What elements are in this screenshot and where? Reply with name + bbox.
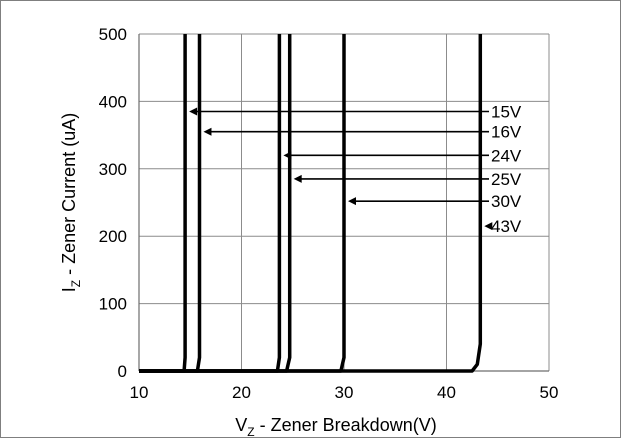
arrowhead-30V (348, 197, 356, 206)
series-label-25V: 25V (491, 170, 522, 189)
series-layer (139, 34, 483, 373)
series-line-25V (139, 34, 292, 373)
x-tick-label: 30 (335, 383, 354, 402)
x-tick-label: 50 (540, 383, 559, 402)
arrowhead-15V (189, 107, 198, 116)
y-tick-label: 0 (118, 362, 127, 381)
series-label-16V: 16V (491, 123, 522, 142)
series-label-15V: 15V (491, 103, 522, 122)
y-tick-label: 200 (99, 227, 127, 246)
x-axis-title: VZ - Zener Breakdown(V) (235, 415, 436, 437)
x-tick-label: 40 (437, 383, 456, 402)
y-axis-title: IZ - Zener Current (uA) (59, 113, 83, 292)
y-tick-label: 100 (99, 295, 127, 314)
series-line-43V (139, 34, 483, 373)
arrowhead-16V (203, 127, 212, 136)
series-line-24V (139, 34, 282, 373)
y-tick-label: 400 (99, 92, 127, 111)
series-line-16V (139, 34, 202, 373)
arrowhead-25V (293, 174, 302, 183)
y-tick-label: 500 (99, 25, 127, 44)
arrowhead-43V (484, 222, 493, 231)
arrowhead-24V (283, 151, 292, 160)
series-label-30V: 30V (491, 192, 522, 211)
y-tick-label: 300 (99, 160, 127, 179)
series-label-43V: 43V (491, 217, 522, 236)
x-tick-label: 10 (130, 383, 149, 402)
series-label-24V: 24V (491, 146, 522, 165)
x-tick-label: 20 (232, 383, 251, 402)
series-line-15V (139, 34, 187, 373)
